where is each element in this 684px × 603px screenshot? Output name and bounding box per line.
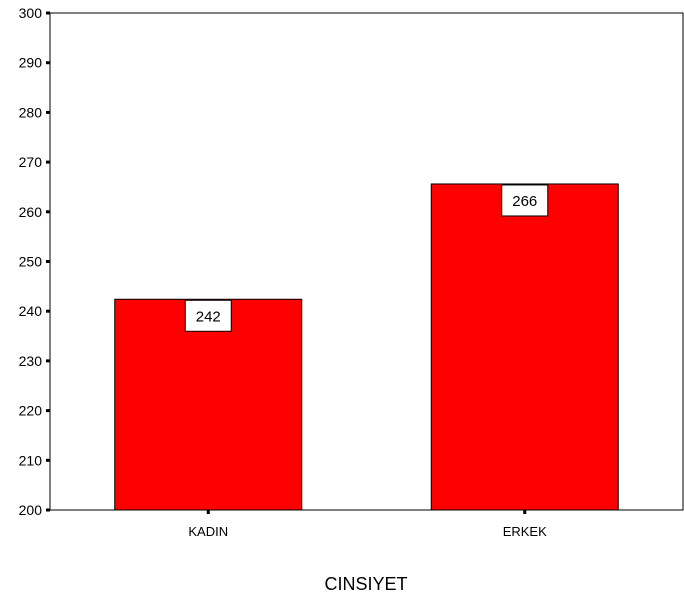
x-tick-label: ERKEK	[503, 524, 547, 539]
y-tick-label: 210	[19, 452, 43, 468]
y-tick-label: 270	[19, 154, 43, 170]
data-labels: 242 266	[184, 184, 549, 332]
data-label: 242	[196, 308, 221, 325]
y-axis: 200 210 220 230 240 250 260 270 280 290 300	[19, 5, 50, 518]
y-tick-label: 280	[19, 104, 43, 120]
y-tick-label: 250	[19, 254, 43, 270]
bar-kadin	[114, 298, 303, 511]
y-tick-label: 260	[19, 204, 43, 220]
x-axis-title: CINSIYET	[324, 574, 407, 594]
x-axis: KADIN ERKEK	[188, 510, 547, 539]
data-label-box	[501, 184, 549, 217]
data-label: 266	[512, 193, 537, 210]
y-tick-label: 240	[19, 303, 43, 319]
y-tick-label: 230	[19, 353, 43, 369]
x-tick-label: KADIN	[188, 524, 228, 539]
bars	[114, 183, 619, 511]
y-tick-label: 290	[19, 55, 43, 71]
y-tick-label: 200	[19, 502, 43, 518]
data-label-box	[184, 299, 232, 332]
y-tick-label: 220	[19, 403, 43, 419]
y-tick-label: 300	[19, 5, 43, 21]
bar-erkek	[430, 183, 619, 511]
